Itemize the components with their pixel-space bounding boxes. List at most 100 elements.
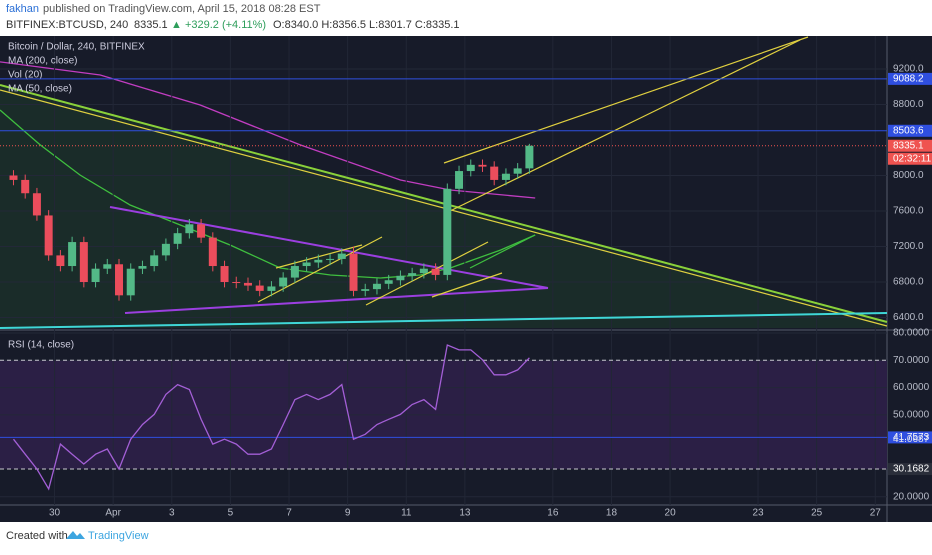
y-tick-label: 6400.0 <box>893 312 924 323</box>
legend-entry: MA (50, close) <box>8 84 72 95</box>
x-tick-label: 30 <box>49 508 61 519</box>
candle-body <box>220 266 229 283</box>
candle-body <box>314 259 323 263</box>
logo <box>66 531 85 539</box>
axis-marker: 41.0687 <box>893 434 930 445</box>
channel-line <box>443 36 809 164</box>
candle-body <box>68 242 77 267</box>
legend-entry: Vol (20) <box>8 70 42 81</box>
candle-body <box>290 266 299 278</box>
candle-body <box>138 266 147 269</box>
candle-body <box>455 171 464 189</box>
candle-body <box>419 268 428 274</box>
candle-body <box>478 164 487 167</box>
y-tick-label: 80.0000 <box>893 328 930 339</box>
candle-body <box>150 255 159 267</box>
x-tick-label: 23 <box>752 508 764 519</box>
level-label-box <box>888 72 932 85</box>
legend-entry: MA (200, close) <box>8 56 77 67</box>
candle-body <box>466 164 475 172</box>
x-tick-label: 27 <box>870 508 882 519</box>
y-tick-label: 6800.0 <box>893 277 924 288</box>
x-tick-label: 16 <box>547 508 559 519</box>
channel-line <box>431 272 503 298</box>
author[interactable]: fakhan <box>6 3 39 15</box>
countdown-box <box>888 152 932 165</box>
x-tick-label: 3 <box>169 508 175 519</box>
x-tick-label: Apr <box>105 508 121 519</box>
candle-body <box>208 237 217 267</box>
level-label: 8335.1 <box>893 140 924 151</box>
change: ▲ +329.2 (+4.11%) <box>171 19 266 31</box>
candle-body <box>490 166 499 180</box>
projection-line <box>469 234 536 269</box>
level-label: 41.7573 <box>893 432 930 443</box>
y-tick-label: 70.0000 <box>893 355 930 366</box>
candle-body <box>232 282 241 284</box>
candle-body <box>302 262 311 267</box>
ohlc: O:8340.0 H:8356.5 L:8301.7 C:8335.1 <box>273 19 460 31</box>
footer <box>0 522 932 550</box>
x-tick-label: 7 <box>286 508 292 519</box>
brand[interactable]: TradingView <box>88 530 149 542</box>
y-tick-label: 7200.0 <box>893 241 924 252</box>
candle-body <box>173 233 182 244</box>
candle-body <box>525 145 534 169</box>
published: published on TradingView.com, April 15, … <box>43 3 321 15</box>
y-tick-label: 8800.0 <box>893 99 924 110</box>
y-tick-label: 7600.0 <box>893 206 924 217</box>
triangle-line <box>124 287 549 314</box>
candle-body <box>255 285 264 291</box>
candle-body <box>197 224 206 238</box>
candle-body <box>443 188 452 275</box>
candle-body <box>126 268 135 296</box>
x-tick-label: 20 <box>665 508 677 519</box>
countdown: 02:32:11 <box>893 153 932 164</box>
candle-body <box>79 242 88 283</box>
y-tick-label: 60.0000 <box>893 382 930 393</box>
x-tick-label: 11 <box>401 508 412 519</box>
triangle-line <box>109 206 549 289</box>
level-label-box <box>888 463 932 476</box>
candle-body <box>115 264 124 296</box>
pane-title: Bitcoin / Dollar, 240, BITFINEX <box>8 42 145 53</box>
candle-body <box>279 277 288 287</box>
series-line <box>12 344 530 491</box>
channel-line <box>257 236 383 303</box>
channel-line <box>365 241 489 306</box>
candle-body <box>431 268 440 275</box>
candle-body <box>326 258 335 260</box>
level-label-box <box>888 431 932 444</box>
candle-body <box>361 289 370 291</box>
candle-body <box>21 179 30 194</box>
candle-body <box>501 173 510 180</box>
last-price: 8335.1 <box>134 19 168 31</box>
level-label: 8503.6 <box>893 125 924 136</box>
level-label: 30.1682 <box>893 464 930 475</box>
x-tick-label: 9 <box>345 508 351 519</box>
candle-body <box>267 286 276 291</box>
candle-body <box>243 282 252 286</box>
x-tick-label: 13 <box>459 508 471 519</box>
y-tick-label: 8000.0 <box>893 170 924 181</box>
candle-body <box>44 215 53 256</box>
pane-title: RSI (14, close) <box>8 340 74 351</box>
y-tick-label: 9200.0 <box>893 64 924 75</box>
candle-body <box>337 253 346 259</box>
symbol: BITFINEX:BTCUSD, 240 <box>6 19 128 31</box>
candle-body <box>372 283 381 290</box>
candle-body <box>32 193 41 216</box>
level-label-box <box>888 139 932 152</box>
candle-body <box>384 280 393 284</box>
candle-body <box>91 268 100 283</box>
level-label-box <box>888 124 932 137</box>
channel-line <box>447 39 801 213</box>
trend-line <box>0 312 888 329</box>
candle-body <box>185 224 194 234</box>
candle-body <box>349 253 358 291</box>
y-tick-label: 50.0000 <box>893 410 930 421</box>
channel-line <box>275 244 363 269</box>
candle-body <box>9 175 18 180</box>
